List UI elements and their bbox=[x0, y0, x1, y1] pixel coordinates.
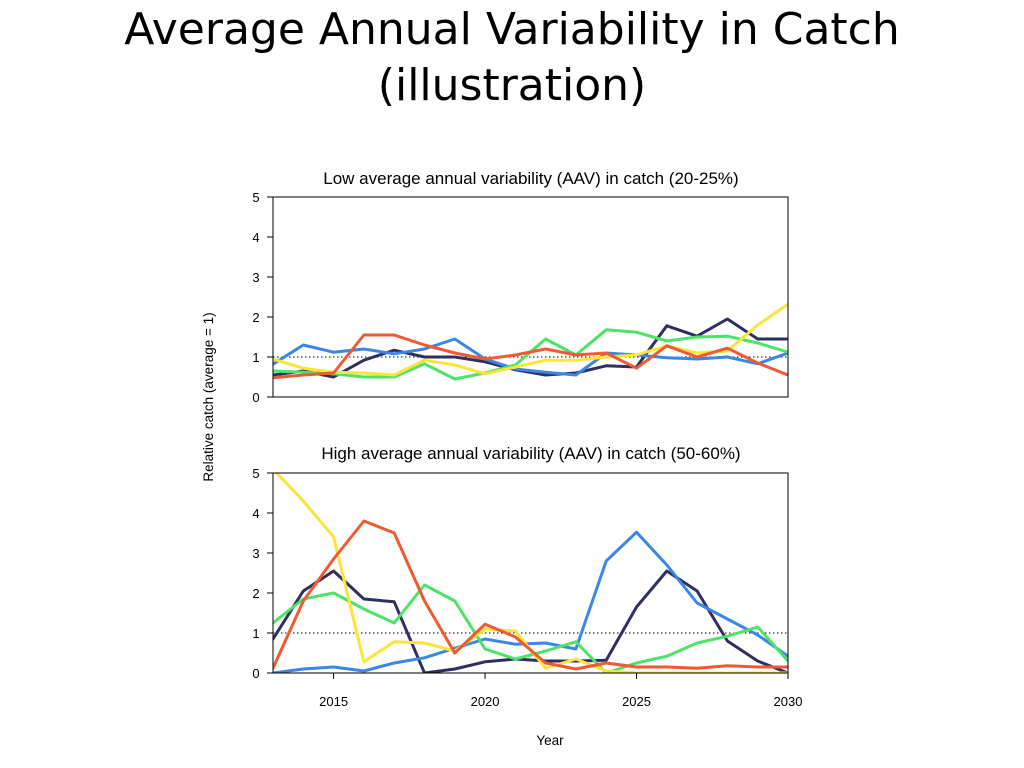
slide-title-line-2: (illustration) bbox=[377, 60, 647, 111]
high-aav-panel: High average annual variability (AAV) in… bbox=[252, 444, 789, 681]
x-axis-ticks: 2015 2020 2025 2030 bbox=[319, 673, 802, 709]
high-aav-y-tick-label: 5 bbox=[252, 466, 259, 481]
y-axis-label: Relative catch (average = 1) bbox=[201, 312, 216, 481]
low-aav-y-tick-label: 4 bbox=[252, 230, 259, 245]
x-tick-label: 2020 bbox=[471, 694, 500, 709]
high-aav-y-tick-label: 2 bbox=[252, 586, 259, 601]
low-aav-y-ticks: 0 1 2 3 4 5 bbox=[252, 190, 273, 405]
high-aav-y-tick-label: 0 bbox=[252, 666, 259, 681]
low-aav-y-tick-label: 2 bbox=[252, 310, 259, 325]
x-tick-label: 2030 bbox=[774, 694, 803, 709]
high-aav-y-tick-label: 1 bbox=[252, 626, 259, 641]
low-aav-y-tick-label: 5 bbox=[252, 190, 259, 205]
low-aav-series-line-1 bbox=[273, 317, 788, 379]
high-aav-y-ticks: 0 1 2 3 4 5 bbox=[252, 466, 273, 681]
x-tick-label: 2025 bbox=[622, 694, 651, 709]
x-tick-label: 2015 bbox=[319, 694, 348, 709]
low-aav-plot-frame bbox=[272, 196, 789, 398]
high-aav-series-line-1 bbox=[273, 569, 788, 673]
low-aav-series-line-4 bbox=[273, 302, 788, 377]
low-aav-y-tick-label: 1 bbox=[252, 350, 259, 365]
slide-title: Average Annual Variability in Catch (ill… bbox=[0, 2, 1024, 114]
slide-title-line-1: Average Annual Variability in Catch bbox=[124, 4, 900, 55]
low-aav-series-line-2 bbox=[273, 337, 788, 377]
low-aav-y-tick-label: 3 bbox=[252, 270, 259, 285]
x-axis-label: Year bbox=[536, 733, 564, 748]
high-aav-series-line-3 bbox=[273, 583, 788, 673]
high-aav-plot-frame bbox=[272, 472, 789, 674]
low-aav-panel: Low average annual variability (AAV) in … bbox=[252, 169, 789, 405]
high-aav-series-line-5 bbox=[273, 519, 788, 671]
high-aav-y-tick-label: 4 bbox=[252, 506, 259, 521]
high-aav-y-tick-label: 3 bbox=[252, 546, 259, 561]
high-aav-panel-title: High average annual variability (AAV) in… bbox=[321, 444, 740, 463]
low-aav-series-line-5 bbox=[273, 333, 788, 380]
low-aav-panel-title: Low average annual variability (AAV) in … bbox=[323, 169, 738, 188]
high-aav-series-line-2 bbox=[273, 530, 788, 673]
low-aav-y-tick-label: 0 bbox=[252, 390, 259, 405]
